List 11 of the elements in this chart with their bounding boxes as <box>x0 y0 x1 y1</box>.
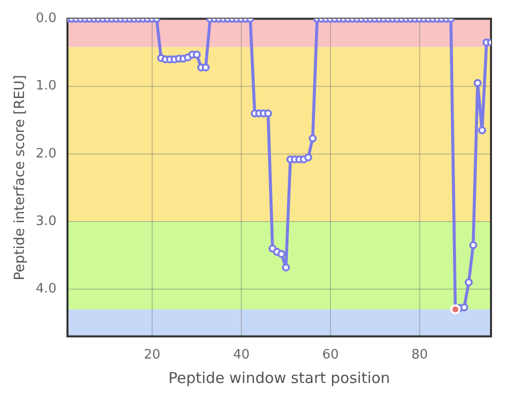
x-tick-label: 20 <box>144 348 160 363</box>
y-tick-label: 0.0 <box>36 11 56 26</box>
x-tick-label: 40 <box>233 348 250 363</box>
x-tick-label: 60 <box>322 348 339 363</box>
y-tick-label: 4.0 <box>36 281 56 296</box>
x-tick-label: 80 <box>411 348 428 363</box>
y-tick-label: 1.0 <box>36 78 56 94</box>
y-tick-label: 3.0 <box>36 214 56 229</box>
x-axis-title: Peptide window start position <box>168 368 390 387</box>
y-axis-title: Peptide interface score [REU] <box>12 74 28 280</box>
y-tick-label: 2.0 <box>36 146 56 162</box>
